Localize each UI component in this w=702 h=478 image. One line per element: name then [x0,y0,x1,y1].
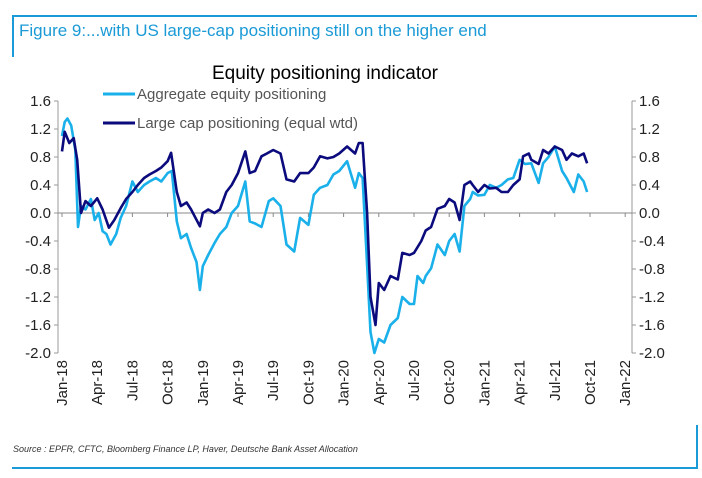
x-tick-label: Jan-22 [617,360,634,406]
x-tick-label: Jan-19 [195,360,212,406]
x-tick-label: Oct-21 [582,360,599,405]
x-tick-label: Jan-18 [54,360,71,406]
left-y-tick-label: 0.0 [30,205,51,222]
left-y-tick-label: -0.8 [25,261,51,278]
right-y-tick-label: 0.4 [639,177,660,194]
x-tick-label: Jul-19 [265,360,282,401]
x-tick-label: Jul-18 [124,360,141,401]
x-tick-label: Apr-18 [89,360,106,405]
right-y-tick-label: -0.8 [639,261,665,278]
legend-label-aggregate: Aggregate equity positioning [137,86,326,103]
right-y-tick-label: 1.6 [639,93,660,110]
left-y-tick-label: 0.8 [30,149,51,166]
chart-title: Equity positioning indicator [212,63,439,84]
x-tick-label: Jan-21 [476,360,493,406]
left-y-tick-label: -1.2 [25,289,51,306]
left-y-tick-label: -2.0 [25,345,51,362]
x-tick-label: Jan-20 [336,360,353,406]
x-tick-label: Oct-20 [441,360,458,405]
right-y-tick-label: 0.0 [639,205,660,222]
x-tick-label: Apr-21 [512,360,529,405]
frame-right-rule [696,425,698,469]
frame-left-rule [12,15,14,57]
series-line-large-cap [60,130,589,327]
left-y-tick-label: -1.6 [25,317,51,334]
right-y-tick-label: 1.2 [639,121,660,138]
legend-label-large-cap: Large cap positioning (equal wtd) [137,115,358,132]
right-y-tick-label: -2.0 [639,345,665,362]
x-tick-label: Jul-20 [406,360,423,401]
left-y-tick-label: 1.6 [30,93,51,110]
x-tick-label: Jul-21 [547,360,564,401]
frame-top-rule [12,15,697,17]
x-tick-label: Oct-19 [300,360,317,405]
x-tick-label: Apr-19 [230,360,247,405]
right-y-tick-label: -1.6 [639,317,665,334]
right-y-tick-label: 0.8 [639,149,660,166]
left-y-tick-label: 0.4 [30,177,51,194]
x-tick-label: Apr-20 [371,360,388,405]
figure-title: Figure 9:...with US large-cap positionin… [19,21,487,40]
frame-bottom-rule [12,467,698,469]
right-y-tick-label: -0.4 [639,233,665,250]
left-y-tick-label: -0.4 [25,233,51,250]
source-note: Source : EPFR, CFTC, Bloomberg Finance L… [13,444,358,454]
series-line-aggregate [60,117,589,355]
x-tick-label: Oct-18 [160,360,177,405]
left-y-tick-label: 1.2 [30,121,51,138]
right-y-tick-label: -1.2 [639,289,665,306]
legend: Aggregate equity positioning Large cap p… [103,86,358,132]
